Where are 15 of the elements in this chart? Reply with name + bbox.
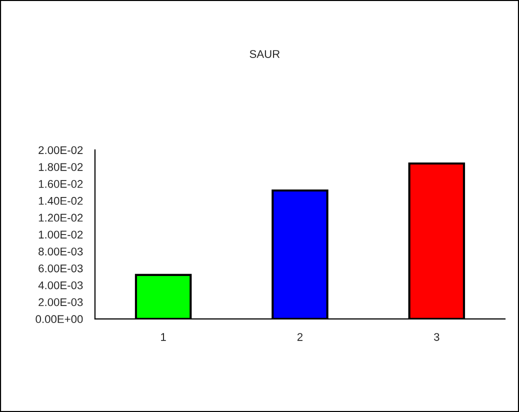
x-tick-label: 1 bbox=[161, 333, 166, 341]
y-tick-label: 1.80E-02 bbox=[38, 163, 83, 171]
y-tick-label: 1.40E-02 bbox=[38, 196, 83, 205]
y-tick-label: 2.00E-02 bbox=[38, 146, 83, 154]
y-tick-label: 1.20E-02 bbox=[38, 214, 83, 222]
x-tick-label: 2 bbox=[297, 333, 303, 341]
x-tick-label: 3 bbox=[434, 333, 440, 341]
y-tick-label: 1.00E-02 bbox=[38, 230, 83, 239]
y-tick-label: 4.00E-03 bbox=[38, 281, 83, 290]
chart-title: SAUR bbox=[250, 50, 280, 58]
y-tick-label: 1.60E-02 bbox=[38, 180, 83, 188]
y-tick-label: 0.00E+00 bbox=[36, 315, 83, 324]
y-tick-label: 6.00E-03 bbox=[38, 264, 83, 272]
y-tick-label: 8.00E-03 bbox=[38, 248, 83, 256]
y-tick-label: 2.00E-03 bbox=[38, 298, 83, 306]
